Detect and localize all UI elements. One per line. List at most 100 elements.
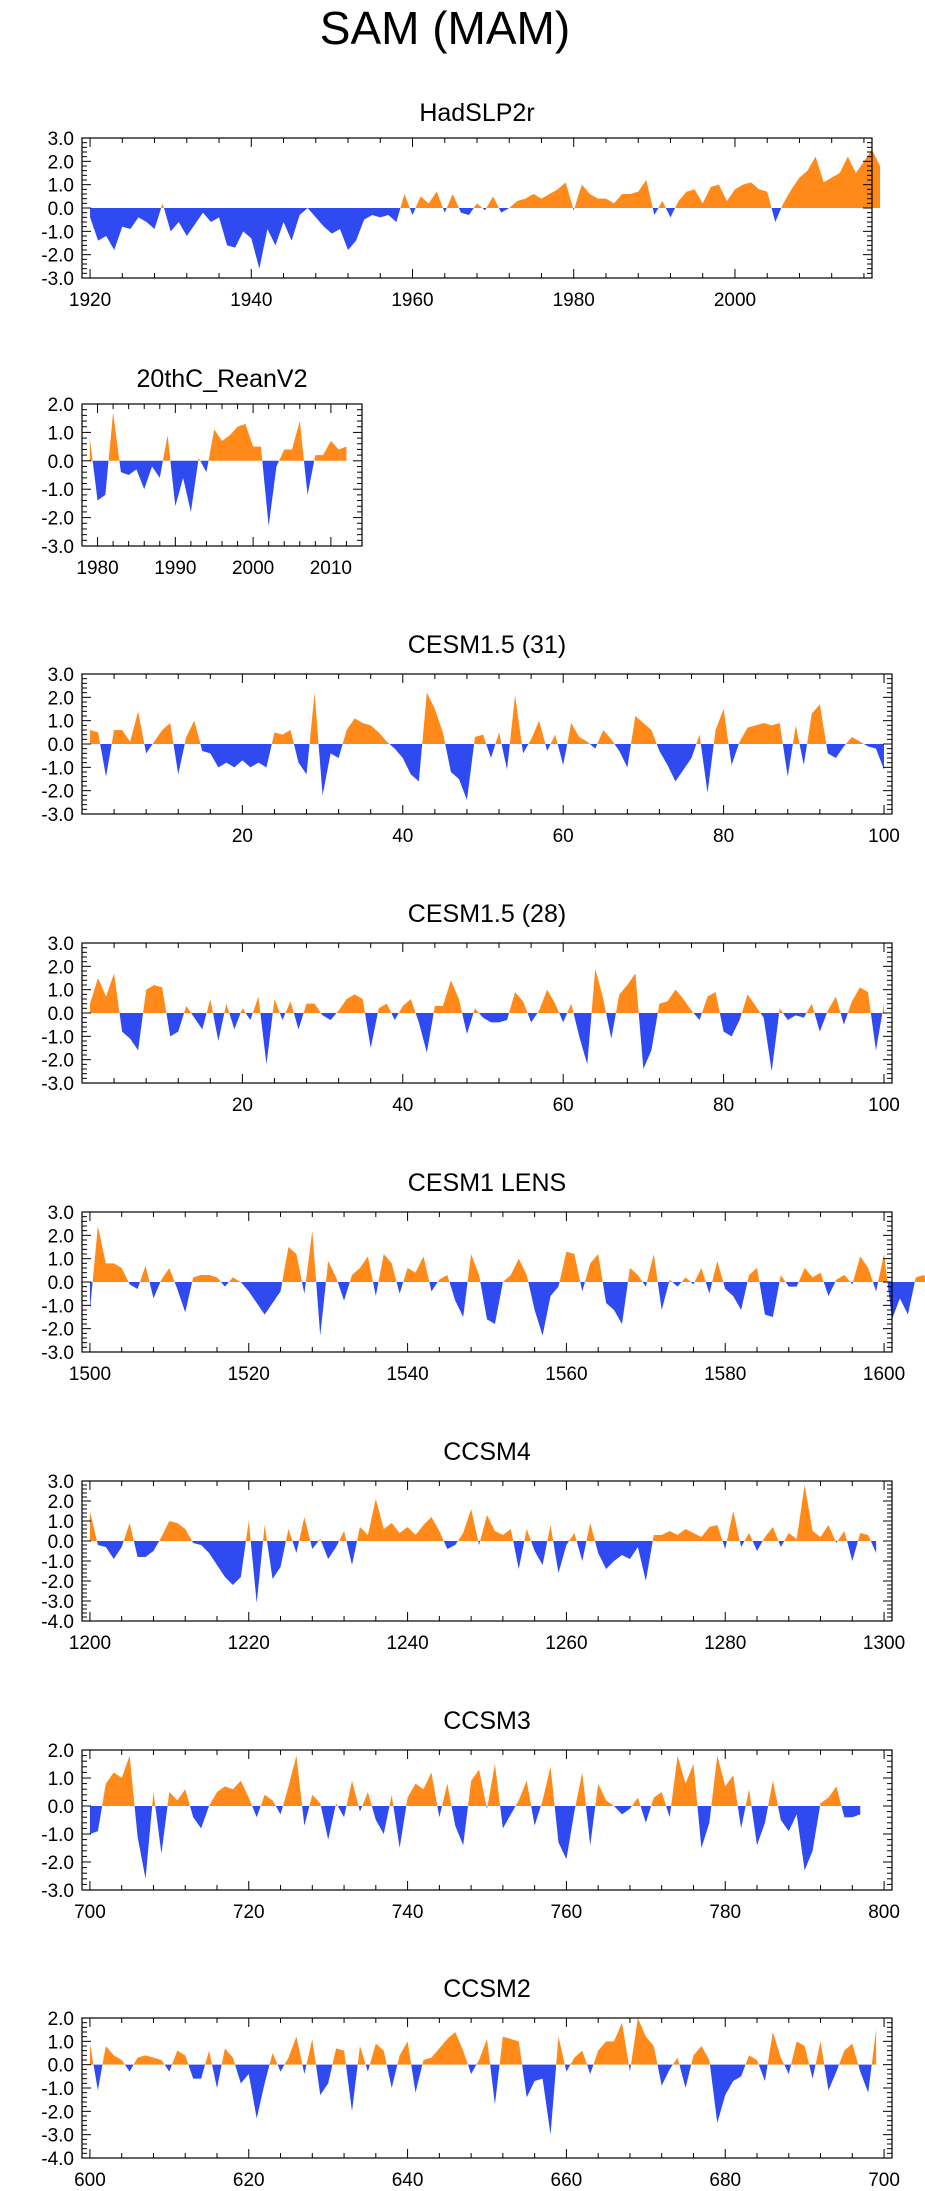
x-tick-label: 60 (553, 826, 574, 847)
y-tick-label: 1.0 (48, 1512, 74, 1533)
y-tick-label: 3.0 (48, 1472, 74, 1493)
negative-area (90, 208, 782, 269)
negative-area (92, 460, 315, 527)
x-tick-label: 20 (232, 1095, 253, 1116)
plot-frame (81, 403, 363, 547)
x-tick-label: 740 (392, 1902, 424, 1923)
x-tick-label: 760 (551, 1902, 583, 1923)
y-tick-label: -1.0 (41, 1552, 74, 1573)
negative-area (96, 1541, 877, 1603)
x-tick-label: 1300 (863, 1633, 905, 1654)
panel-title: CCSM2 (443, 1975, 531, 2003)
x-tick-label: 1940 (230, 290, 272, 311)
x-tick-label: 660 (551, 2170, 583, 2191)
y-tick-label: -2.0 (41, 1853, 74, 1874)
y-tick-label: -3.0 (41, 269, 74, 290)
panel-title: CESM1.5 (28) (408, 900, 566, 928)
y-tick-label: -3.0 (41, 2126, 74, 2147)
negative-area (89, 1282, 915, 1336)
y-tick-label: 3.0 (48, 934, 74, 955)
x-tick-label: 780 (709, 1902, 741, 1923)
y-tick-label: 0.0 (48, 1532, 74, 1553)
x-tick-label: 640 (392, 2170, 424, 2191)
panel-7: CCSM2 -4.0-3.0 -2.0-1.00.0 1.02.0 600 620 640 6… (41, 1975, 900, 2191)
x-tick-label: 2000 (232, 558, 274, 579)
y-tick-label: -1.0 (41, 2079, 74, 2100)
x-tick-label: 1540 (386, 1364, 428, 1385)
y-tick-label: 1.0 (48, 712, 74, 733)
positive-area (92, 1226, 925, 1282)
y-tick-label: -1.0 (41, 480, 74, 501)
x-tick-label: 80 (713, 1095, 734, 1116)
x-tick-label: 100 (868, 1095, 900, 1116)
x-tick-label: 1520 (228, 1364, 270, 1385)
x-tick-label: 720 (233, 1902, 265, 1923)
y-tick-label: -3.0 (41, 537, 74, 558)
figure-title: SAM (MAM) (320, 2, 570, 54)
y-tick-label: -2.0 (41, 246, 74, 267)
y-tick-label: 1.0 (48, 1250, 74, 1271)
y-tick-label: -2.0 (41, 782, 74, 803)
y-tick-label: 2.0 (48, 395, 74, 416)
y-tick-label: 0.0 (48, 2056, 74, 2077)
negative-area (93, 2064, 872, 2135)
y-tick-label: 2.0 (48, 1741, 74, 1762)
panel-1: 20thC_ReanV2 -3.0 -2.0 -1.0 0.0 1.0 2.0 1980 199… (41, 365, 363, 579)
positive-area (89, 2018, 877, 2065)
y-tick-label: -3.0 (41, 1881, 74, 1902)
x-tick-label: 600 (74, 2170, 106, 2191)
x-tick-label: 80 (713, 826, 734, 847)
y-tick-label: -1.0 (41, 1296, 74, 1317)
y-tick-label: -3.0 (41, 1343, 74, 1364)
y-tick-label: 1.0 (48, 176, 74, 197)
x-tick-label: 1560 (545, 1364, 587, 1385)
x-tick-label: 1960 (391, 290, 433, 311)
x-tick-label: 40 (392, 826, 413, 847)
y-tick-label: 2.0 (48, 2009, 74, 2030)
y-tick-label: 2.0 (48, 1492, 74, 1513)
panel-title: CESM1 LENS (408, 1169, 566, 1197)
positive-area (90, 968, 884, 1013)
x-tick-label: 1200 (69, 1633, 111, 1654)
y-tick-label: 0.0 (48, 1004, 74, 1025)
panel-4: CESM1 LENS -3.0-2.0 -1.00.01.0 2.03.0 1500 15… (41, 1169, 925, 1385)
y-tick-label: 0.0 (48, 199, 74, 220)
y-tick-label: 3.0 (48, 129, 74, 150)
panel-title: CCSM4 (443, 1438, 531, 1466)
panel-5: CCSM4 -4.0-3.0-2.0-1.00.01.02.03.0 1200 122… (41, 1438, 905, 1654)
panel-title: CCSM3 (443, 1707, 531, 1735)
y-tick-label: 0.0 (48, 1797, 74, 1818)
x-tick-label: 100 (868, 826, 900, 847)
positive-area (90, 692, 864, 744)
x-tick-label: 20 (232, 826, 253, 847)
y-tick-label: 0.0 (48, 735, 74, 756)
y-tick-label: 2.0 (48, 1226, 74, 1247)
y-tick-label: -4.0 (41, 1612, 74, 1633)
y-tick-label: -1.0 (41, 1825, 74, 1846)
x-tick-label: 1240 (386, 1633, 428, 1654)
x-tick-label: 40 (392, 1095, 413, 1116)
y-tick-label: -1.0 (41, 1027, 74, 1048)
positive-area (89, 412, 347, 461)
panel-title: 20thC_ReanV2 (137, 365, 308, 393)
y-tick-label: -2.0 (41, 1320, 74, 1341)
x-tick-label: 1500 (69, 1364, 111, 1385)
x-tick-label: 1980 (76, 558, 118, 579)
panel-title: CESM1.5 (31) (408, 631, 566, 659)
x-tick-label: 700 (74, 1902, 106, 1923)
x-tick-label: 680 (709, 2170, 741, 2191)
x-tick-label: 1280 (704, 1633, 746, 1654)
y-tick-label: 2.0 (48, 152, 74, 173)
negative-area (119, 1013, 883, 1072)
y-tick-label: 3.0 (48, 665, 74, 686)
panel-0: HadSLP2r -3.0-2.0 -1.00.01.0 2.03.0 1920 1940… (41, 99, 881, 311)
panel-2: CESM1.5 (31) -3.0-2.0 -1.00.01.0 2.03.0 20 40… (41, 631, 900, 847)
panel-3: CESM1.5 (28) -3.0-2.0 -1.00.01.0 2.03.0 20 40… (41, 900, 900, 1116)
y-tick-label: -1.0 (41, 222, 74, 243)
positive-area (89, 1485, 871, 1541)
y-tick-label: -2.0 (41, 1572, 74, 1593)
y-tick-label: 0.0 (48, 452, 74, 473)
x-tick-label: 1920 (69, 290, 111, 311)
x-tick-label: 2000 (714, 290, 756, 311)
y-tick-label: 1.0 (48, 981, 74, 1002)
